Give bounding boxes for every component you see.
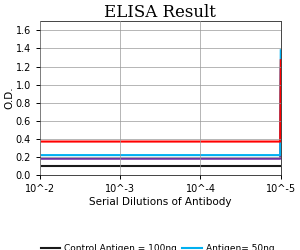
Legend: Control Antigen = 100ng, Antigen= 10ng, Antigen= 50ng, Antigen= 100ng: Control Antigen = 100ng, Antigen= 10ng, …: [40, 244, 280, 250]
X-axis label: Serial Dilutions of Antibody: Serial Dilutions of Antibody: [89, 197, 232, 207]
Y-axis label: O.D.: O.D.: [4, 87, 14, 110]
Title: ELISA Result: ELISA Result: [104, 4, 216, 21]
